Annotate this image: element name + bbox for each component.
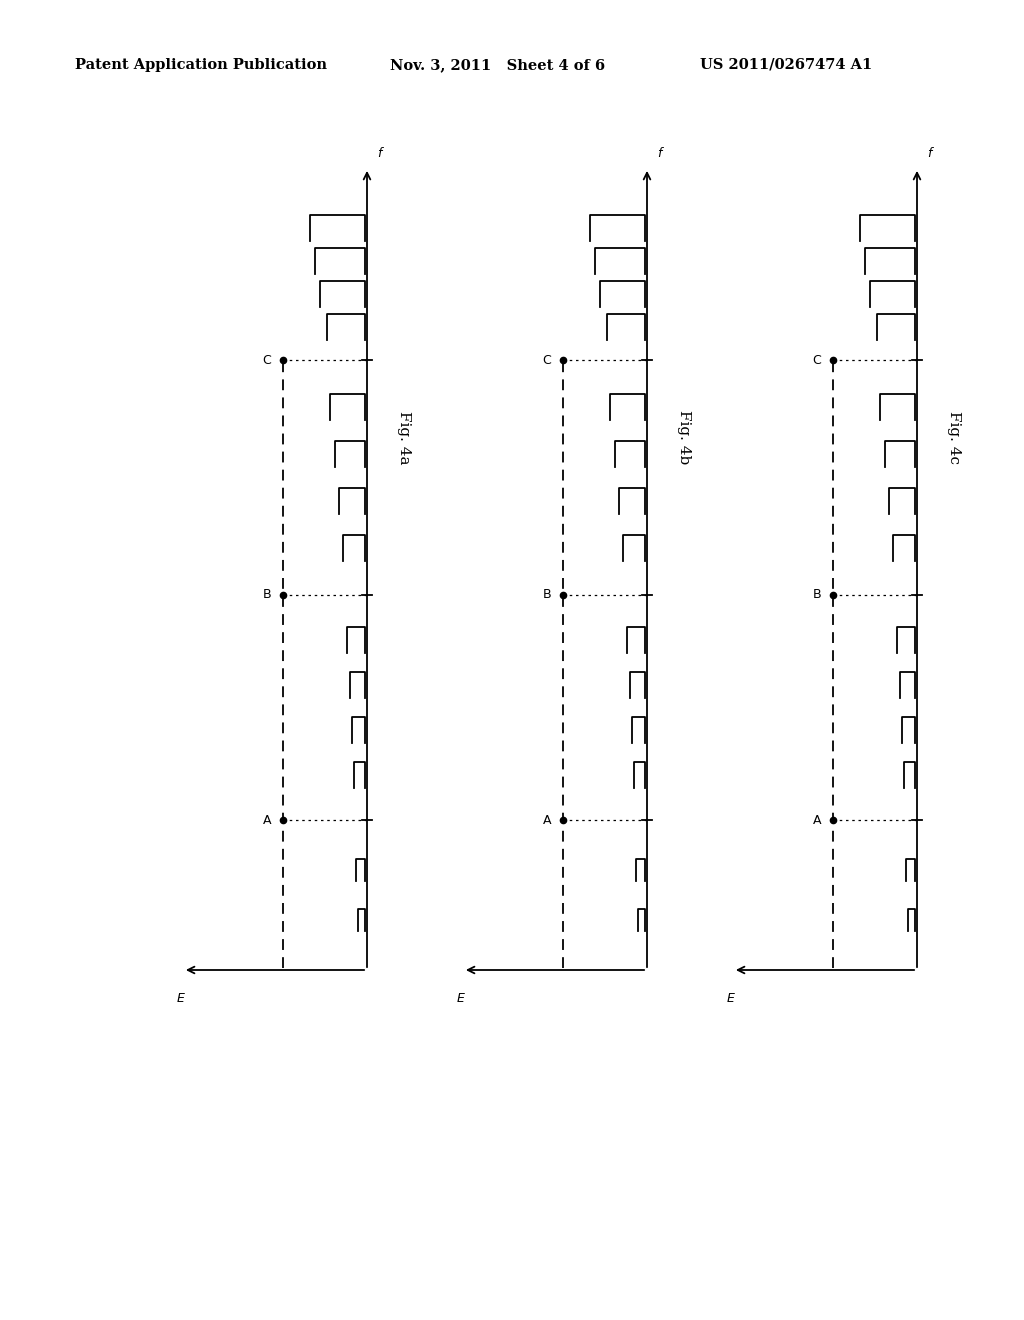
- Text: E: E: [177, 993, 185, 1005]
- Text: f: f: [657, 147, 662, 160]
- Text: Nov. 3, 2011   Sheet 4 of 6: Nov. 3, 2011 Sheet 4 of 6: [390, 58, 605, 73]
- Text: B: B: [543, 589, 551, 602]
- Text: Fig. 4a: Fig. 4a: [397, 411, 411, 465]
- Text: US 2011/0267474 A1: US 2011/0267474 A1: [700, 58, 872, 73]
- Text: A: A: [812, 813, 821, 826]
- Text: A: A: [262, 813, 271, 826]
- Text: f: f: [927, 147, 932, 160]
- Text: Fig. 4b: Fig. 4b: [677, 411, 691, 465]
- Text: B: B: [812, 589, 821, 602]
- Text: f: f: [377, 147, 381, 160]
- Text: E: E: [727, 993, 735, 1005]
- Text: E: E: [457, 993, 465, 1005]
- Text: Patent Application Publication: Patent Application Publication: [75, 58, 327, 73]
- Text: C: C: [262, 354, 271, 367]
- Text: Fig. 4c: Fig. 4c: [947, 411, 961, 465]
- Text: C: C: [543, 354, 551, 367]
- Text: B: B: [262, 589, 271, 602]
- Text: C: C: [812, 354, 821, 367]
- Text: A: A: [543, 813, 551, 826]
